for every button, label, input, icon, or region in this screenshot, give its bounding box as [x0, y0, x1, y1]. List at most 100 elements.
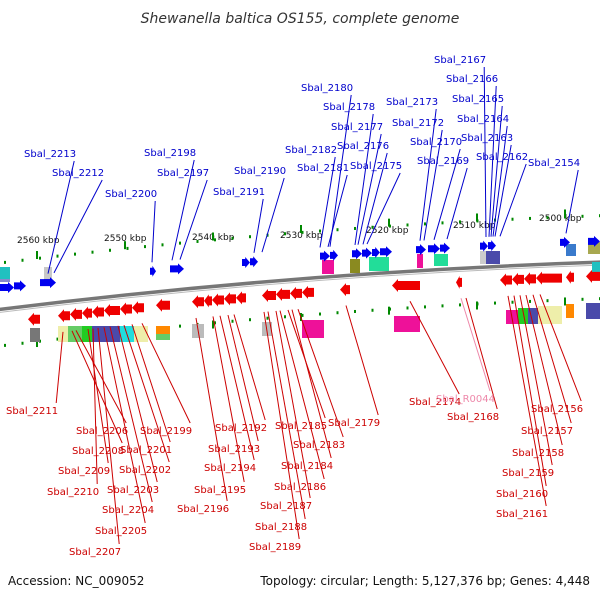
gene-label: Sbal_2158 — [512, 448, 564, 459]
label-leader-line — [499, 163, 527, 237]
reverse-gene-arrow — [586, 269, 600, 283]
gene-label: Sbal_2165 — [452, 94, 504, 105]
label-leader-line — [253, 198, 264, 253]
reverse-gene-arrow — [104, 303, 120, 317]
gene-label: Sbal_2205 — [95, 526, 147, 537]
major-tick-mark — [212, 320, 214, 329]
label-leader-line — [492, 125, 508, 237]
label-leader-line — [103, 327, 146, 524]
gene-label: Sbal_2211 — [6, 406, 58, 417]
label-leader-line — [109, 326, 153, 503]
label-leader-line — [565, 169, 579, 234]
tick-mark — [21, 258, 24, 262]
forward-gene-arrow — [480, 240, 488, 252]
forward-gene-arrow — [242, 256, 250, 268]
reverse-gene-arrow — [192, 295, 204, 309]
reverse-gene-arrow — [276, 287, 290, 301]
annotation-box — [538, 306, 562, 324]
gene-label: Sbal_2186 — [274, 482, 326, 493]
scale-label-2530: 2530 kbp — [280, 231, 323, 241]
scale-label-2550: 2550 kbp — [104, 234, 147, 244]
label-leader-line — [513, 295, 547, 487]
annotation-box — [0, 279, 10, 282]
label-leader-line — [151, 200, 156, 263]
label-leader-line — [75, 330, 127, 424]
label-leader-line — [47, 160, 75, 274]
tick-mark — [91, 250, 94, 254]
tick-mark — [354, 309, 356, 313]
reverse-gene-arrow — [224, 292, 236, 306]
tick-mark — [126, 246, 129, 250]
label-leader-line — [179, 179, 208, 260]
reverse-gene-arrow — [290, 286, 302, 300]
tick-mark — [249, 235, 251, 239]
gene-label: Sbal_2154 — [528, 158, 580, 169]
major-tick-mark — [212, 232, 214, 241]
reverse-gene-arrow — [500, 273, 512, 287]
forward-gene-track — [0, 235, 600, 294]
gene-label: Sbal_2197 — [157, 168, 209, 179]
tick-mark — [214, 321, 216, 325]
gene-label: Sbal_2166 — [446, 74, 498, 85]
major-tick-mark — [36, 251, 38, 260]
major-tick-mark — [476, 213, 478, 222]
scale-label-2560: 2560 kbp — [17, 236, 60, 246]
label-leader-line — [53, 179, 103, 274]
gene-label: Sbal_2179 — [328, 418, 380, 429]
label-leader-line — [539, 294, 582, 402]
tick-mark — [459, 220, 461, 224]
tick-mark — [546, 216, 549, 220]
major-tick-mark — [476, 301, 478, 310]
label-leader-line — [419, 108, 437, 241]
annotation-box — [480, 251, 486, 264]
label-leader-line — [329, 94, 352, 247]
top-tick-track — [4, 209, 600, 264]
gene-label: Sbal_2210 — [47, 487, 99, 498]
label-leader-line — [465, 297, 498, 410]
gene-label: Sbal_2167 — [434, 55, 486, 66]
tick-mark — [21, 341, 24, 345]
tick-mark — [336, 311, 339, 315]
gene-label: Sbal_2163 — [461, 133, 513, 144]
label-leader-line — [354, 113, 374, 245]
tick-mark — [529, 216, 531, 220]
scale-label-2500: 2500 kbp — [539, 214, 582, 224]
tick-mark — [581, 297, 584, 301]
tick-mark — [231, 319, 234, 323]
annotation-box — [350, 259, 360, 273]
gene-label: Sbal_2207 — [69, 547, 121, 558]
gene-label: Sbal_2180 — [301, 83, 353, 94]
reverse-gene-arrow — [92, 305, 104, 319]
forward-gene-arrow — [40, 277, 56, 289]
major-tick-mark — [388, 218, 390, 227]
tick-mark — [319, 229, 321, 233]
label-leader-line — [446, 167, 468, 240]
label-leader-line — [275, 310, 311, 499]
major-tick-mark — [564, 209, 566, 218]
label-leader-line — [433, 148, 461, 240]
tick-mark — [511, 217, 514, 221]
gene-label: Sbal_2175 — [350, 161, 402, 172]
gene-label: Sbal_2209 — [58, 466, 110, 477]
label-leader-lines — [47, 66, 582, 545]
accession-label: Accession: NC_009052 — [8, 574, 144, 588]
label-leader-line — [171, 159, 195, 261]
reverse-gene-arrow — [70, 307, 82, 321]
annotation-box — [134, 326, 148, 342]
tick-mark — [441, 221, 444, 225]
label-leader-line — [195, 317, 228, 502]
major-tick-mark — [124, 241, 126, 250]
label-leader-line — [345, 305, 379, 416]
label-leader-line — [233, 314, 266, 421]
tick-mark — [4, 260, 6, 264]
gene-label: Sbal_2208 — [72, 446, 124, 457]
genome-summary: Topology: circular; Length: 5,127,376 bp… — [259, 574, 590, 588]
label-leader-line — [87, 328, 109, 464]
gene-label: Sbal_2213 — [24, 149, 76, 160]
annotation-box — [0, 267, 10, 279]
reverse-gene-arrow — [456, 275, 462, 289]
gene-label: Sbal_2200 — [105, 189, 157, 200]
label-leader-line — [131, 324, 171, 443]
